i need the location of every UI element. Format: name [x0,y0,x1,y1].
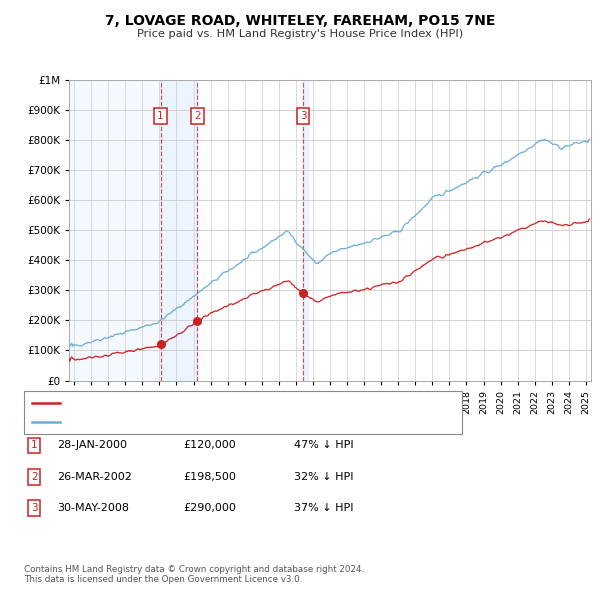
Text: Price paid vs. HM Land Registry's House Price Index (HPI): Price paid vs. HM Land Registry's House … [137,30,463,39]
Text: £198,500: £198,500 [183,472,236,481]
Text: 7, LOVAGE ROAD, WHITELEY, FAREHAM, PO15 7NE: 7, LOVAGE ROAD, WHITELEY, FAREHAM, PO15 … [105,14,495,28]
Text: 47% ↓ HPI: 47% ↓ HPI [294,441,353,450]
Text: 1: 1 [31,441,38,450]
Bar [161,80,197,381]
Text: £120,000: £120,000 [183,441,236,450]
Text: 37% ↓ HPI: 37% ↓ HPI [294,503,353,513]
Text: HPI: Average price, detached house, Winchester: HPI: Average price, detached house, Winc… [66,417,302,427]
Text: 2: 2 [31,472,38,481]
Text: 3: 3 [300,111,307,121]
Text: Contains HM Land Registry data © Crown copyright and database right 2024.
This d: Contains HM Land Registry data © Crown c… [24,565,364,584]
Text: 32% ↓ HPI: 32% ↓ HPI [294,472,353,481]
Text: 7, LOVAGE ROAD, WHITELEY, FAREHAM, PO15 7NE (detached house): 7, LOVAGE ROAD, WHITELEY, FAREHAM, PO15 … [66,398,402,408]
Text: 2: 2 [194,111,201,121]
Text: 26-MAR-2002: 26-MAR-2002 [57,472,132,481]
Text: 28-JAN-2000: 28-JAN-2000 [57,441,127,450]
Text: 3: 3 [31,503,38,513]
Bar [69,80,161,381]
Bar [303,80,308,381]
Text: 30-MAY-2008: 30-MAY-2008 [57,503,129,513]
Text: £290,000: £290,000 [183,503,236,513]
Text: 1: 1 [157,111,164,121]
